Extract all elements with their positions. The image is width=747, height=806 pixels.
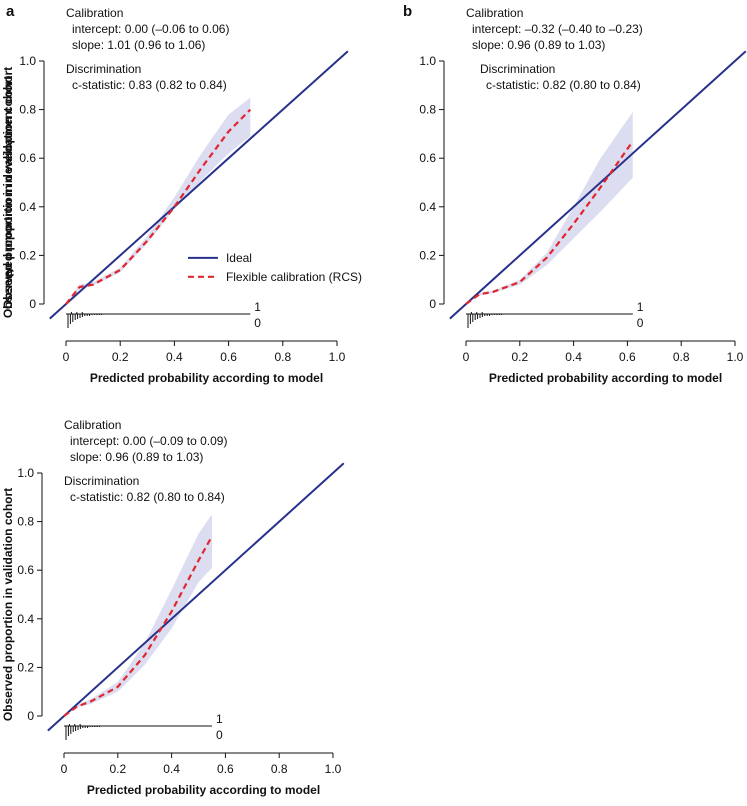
x-tick-label: 0.4 <box>166 350 183 364</box>
x-axis-title: Predicted probability according to model <box>87 783 320 797</box>
panel-label: c <box>6 264 14 281</box>
calibration-slope: slope: 0.96 (0.89 to 1.03) <box>472 38 605 52</box>
x-tick-label: 0.6 <box>220 350 237 364</box>
y-tick-label: 0.8 <box>419 103 436 117</box>
rug-label-1: 1 <box>254 300 261 314</box>
legend-ideal-label: Ideal <box>226 251 252 265</box>
x-tick-label: 0.8 <box>274 350 291 364</box>
y-axis-title: Observed proportion in validation cohort <box>1 488 15 721</box>
calibration-slope: slope: 0.96 (0.89 to 1.03) <box>70 450 203 464</box>
x-tick-label: 0.6 <box>619 350 636 364</box>
confidence-band <box>66 97 251 304</box>
y-tick-label: 0 <box>429 297 436 311</box>
y-tick-label: 0.4 <box>19 200 36 214</box>
x-tick-label: 0.2 <box>109 762 126 776</box>
y-tick-label: 0.4 <box>419 200 436 214</box>
panel-label: b <box>403 3 412 20</box>
discrimination-title: Discrimination <box>66 62 141 76</box>
legend-flexible-label: Flexible calibration (RCS) <box>226 270 362 284</box>
panel-label: a <box>6 3 15 20</box>
confidence-band <box>466 112 633 304</box>
x-axis-title: Predicted probability according to model <box>90 371 323 385</box>
x-tick-label: 0 <box>61 762 68 776</box>
confidence-band <box>64 514 212 716</box>
y-tick-label: 0.6 <box>17 563 34 577</box>
calibration-title: Calibration <box>466 6 523 20</box>
y-tick-label: 0.8 <box>17 515 34 529</box>
y-tick-label: 0 <box>27 709 34 723</box>
ideal-line <box>449 50 747 320</box>
y-axis-title: Observed proportion in validation cohort <box>1 76 15 309</box>
x-tick-label: 0 <box>63 350 70 364</box>
y-tick-label: 0.8 <box>19 103 36 117</box>
flexible-calibration-curve <box>63 535 213 717</box>
ideal-line <box>47 462 345 732</box>
y-tick-label: 0 <box>29 297 36 311</box>
discrimination-title: Discrimination <box>480 62 555 76</box>
y-tick-label: 0.6 <box>419 151 436 165</box>
x-tick-label: 0.2 <box>112 350 129 364</box>
c-statistic: c-statistic: 0.82 (0.80 to 0.84) <box>486 78 641 92</box>
panel-a: a 0 0.2 0.4 0.6 0.8 1.0 0 0.2 0.4 0.6 0.8 1.0 Predict… <box>1 3 362 385</box>
rug-label-0: 0 <box>637 316 644 330</box>
rug-label-0: 0 <box>254 316 261 330</box>
rug-label-1: 1 <box>216 712 223 726</box>
x-tick-label: 1.0 <box>727 350 744 364</box>
x-tick-label: 0.4 <box>565 350 582 364</box>
calibration-intercept: intercept: 0.00 (–0.06 to 0.06) <box>72 22 229 36</box>
c-statistic: c-statistic: 0.83 (0.82 to 0.84) <box>72 78 227 92</box>
c-statistic: c-statistic: 0.82 (0.80 to 0.84) <box>70 490 225 504</box>
calibration-title: Calibration <box>64 418 121 432</box>
x-tick-label: 1.0 <box>325 762 342 776</box>
x-tick-label: 0 <box>463 350 470 364</box>
calibration-slope: slope: 1.01 (0.96 to 1.06) <box>72 38 205 52</box>
x-tick-label: 1.0 <box>329 350 346 364</box>
rug-label-1: 1 <box>637 300 644 314</box>
panel-b: b 0 0.2 0.4 0.6 0.8 1.0 0 0.2 0.4 0.6 0.8 1.0 Predict… <box>1 3 747 385</box>
calibration-title: Calibration <box>66 6 123 20</box>
x-axis-title: Predicted probability according to model <box>489 371 722 385</box>
y-tick-label: 0.2 <box>419 248 436 262</box>
flexible-calibration-curve <box>65 108 252 305</box>
y-tick-label: 1.0 <box>17 466 34 480</box>
x-tick-label: 0.6 <box>217 762 234 776</box>
discrimination-title: Discrimination <box>64 474 139 488</box>
y-axis-title: Observed proportion in development cohor… <box>1 67 15 318</box>
y-tick-label: 0.6 <box>19 151 36 165</box>
rug-label-0: 0 <box>216 728 223 742</box>
calibration-intercept: intercept: –0.32 (–0.40 to –0.23) <box>472 22 643 36</box>
y-tick-label: 0.2 <box>19 248 36 262</box>
x-tick-label: 0.8 <box>271 762 288 776</box>
y-tick-label: 0.2 <box>17 660 34 674</box>
calibration-intercept: intercept: 0.00 (–0.09 to 0.09) <box>70 434 227 448</box>
x-tick-label: 0.8 <box>673 350 690 364</box>
x-tick-label: 0.2 <box>511 350 528 364</box>
panel-c: c 0 0.2 0.4 0.6 0.8 1.0 0 0.2 0.4 0.6 0.8 1.0 Predict… <box>1 264 345 797</box>
x-tick-label: 0.4 <box>163 762 180 776</box>
y-tick-label: 1.0 <box>419 54 436 68</box>
y-tick-label: 0.4 <box>17 612 34 626</box>
y-tick-label: 1.0 <box>19 54 36 68</box>
ideal-line <box>49 50 349 320</box>
